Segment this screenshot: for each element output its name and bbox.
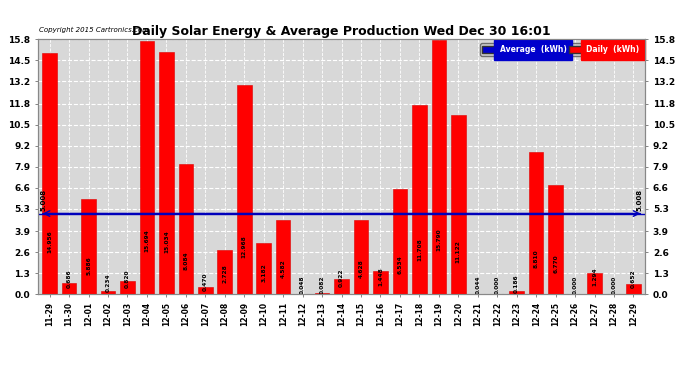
Bar	[101, 291, 115, 294]
Bar	[431, 39, 446, 294]
Text: 0.470: 0.470	[203, 272, 208, 291]
Bar	[198, 287, 213, 294]
Text: 6.534: 6.534	[397, 255, 402, 274]
Bar	[373, 271, 388, 294]
Bar	[509, 291, 524, 294]
Legend: Average  (kWh), Daily  (kWh): Average (kWh), Daily (kWh)	[480, 43, 641, 56]
Bar	[179, 164, 193, 294]
Bar	[217, 251, 232, 294]
Text: 15.790: 15.790	[436, 229, 442, 251]
Text: 5.008: 5.008	[636, 189, 642, 211]
Text: 0.234: 0.234	[106, 274, 110, 292]
Bar	[159, 52, 174, 294]
Bar	[62, 283, 77, 294]
Text: 0.686: 0.686	[67, 269, 72, 288]
Bar	[139, 41, 155, 294]
Bar	[529, 152, 544, 294]
Text: Copyright 2015 Cartronics.com: Copyright 2015 Cartronics.com	[39, 27, 149, 33]
Bar	[549, 185, 563, 294]
Text: 5.886: 5.886	[86, 256, 91, 275]
Text: 12.968: 12.968	[241, 236, 247, 258]
Text: 0.000: 0.000	[573, 276, 578, 294]
Bar	[257, 243, 271, 294]
Text: 0.922: 0.922	[339, 269, 344, 287]
Bar	[334, 279, 349, 294]
Bar	[412, 105, 426, 294]
Bar	[587, 273, 602, 294]
Bar	[315, 293, 329, 294]
Text: 8.810: 8.810	[533, 250, 539, 268]
Text: 15.034: 15.034	[164, 230, 169, 253]
Bar	[237, 85, 252, 294]
Text: 11.122: 11.122	[456, 240, 461, 262]
Text: 1.294: 1.294	[592, 268, 597, 286]
Text: 0.082: 0.082	[319, 275, 324, 294]
Text: 0.048: 0.048	[300, 276, 305, 294]
Title: Daily Solar Energy & Average Production Wed Dec 30 16:01: Daily Solar Energy & Average Production …	[132, 25, 551, 38]
Text: 1.448: 1.448	[378, 267, 383, 286]
Text: 5.008: 5.008	[41, 189, 47, 211]
Text: 4.582: 4.582	[281, 260, 286, 279]
Text: 4.628: 4.628	[359, 260, 364, 278]
Text: 15.694: 15.694	[144, 229, 150, 252]
Text: 6.770: 6.770	[553, 255, 558, 273]
Text: 0.000: 0.000	[611, 276, 616, 294]
Bar	[276, 220, 290, 294]
Bar	[42, 53, 57, 294]
Text: 3.182: 3.182	[262, 263, 266, 282]
Text: 2.728: 2.728	[222, 264, 227, 283]
Bar	[354, 220, 368, 294]
Text: 0.186: 0.186	[514, 274, 519, 293]
Bar	[81, 200, 96, 294]
Bar	[393, 189, 407, 294]
Text: 11.708: 11.708	[417, 238, 422, 261]
Text: 0.820: 0.820	[125, 269, 130, 288]
Text: 0.652: 0.652	[631, 269, 636, 288]
Bar	[120, 281, 135, 294]
Bar	[627, 284, 641, 294]
Text: 8.084: 8.084	[184, 251, 188, 270]
Text: 0.000: 0.000	[495, 276, 500, 294]
Text: 0.044: 0.044	[475, 276, 480, 294]
Bar	[451, 115, 466, 294]
Text: 14.956: 14.956	[47, 231, 52, 254]
